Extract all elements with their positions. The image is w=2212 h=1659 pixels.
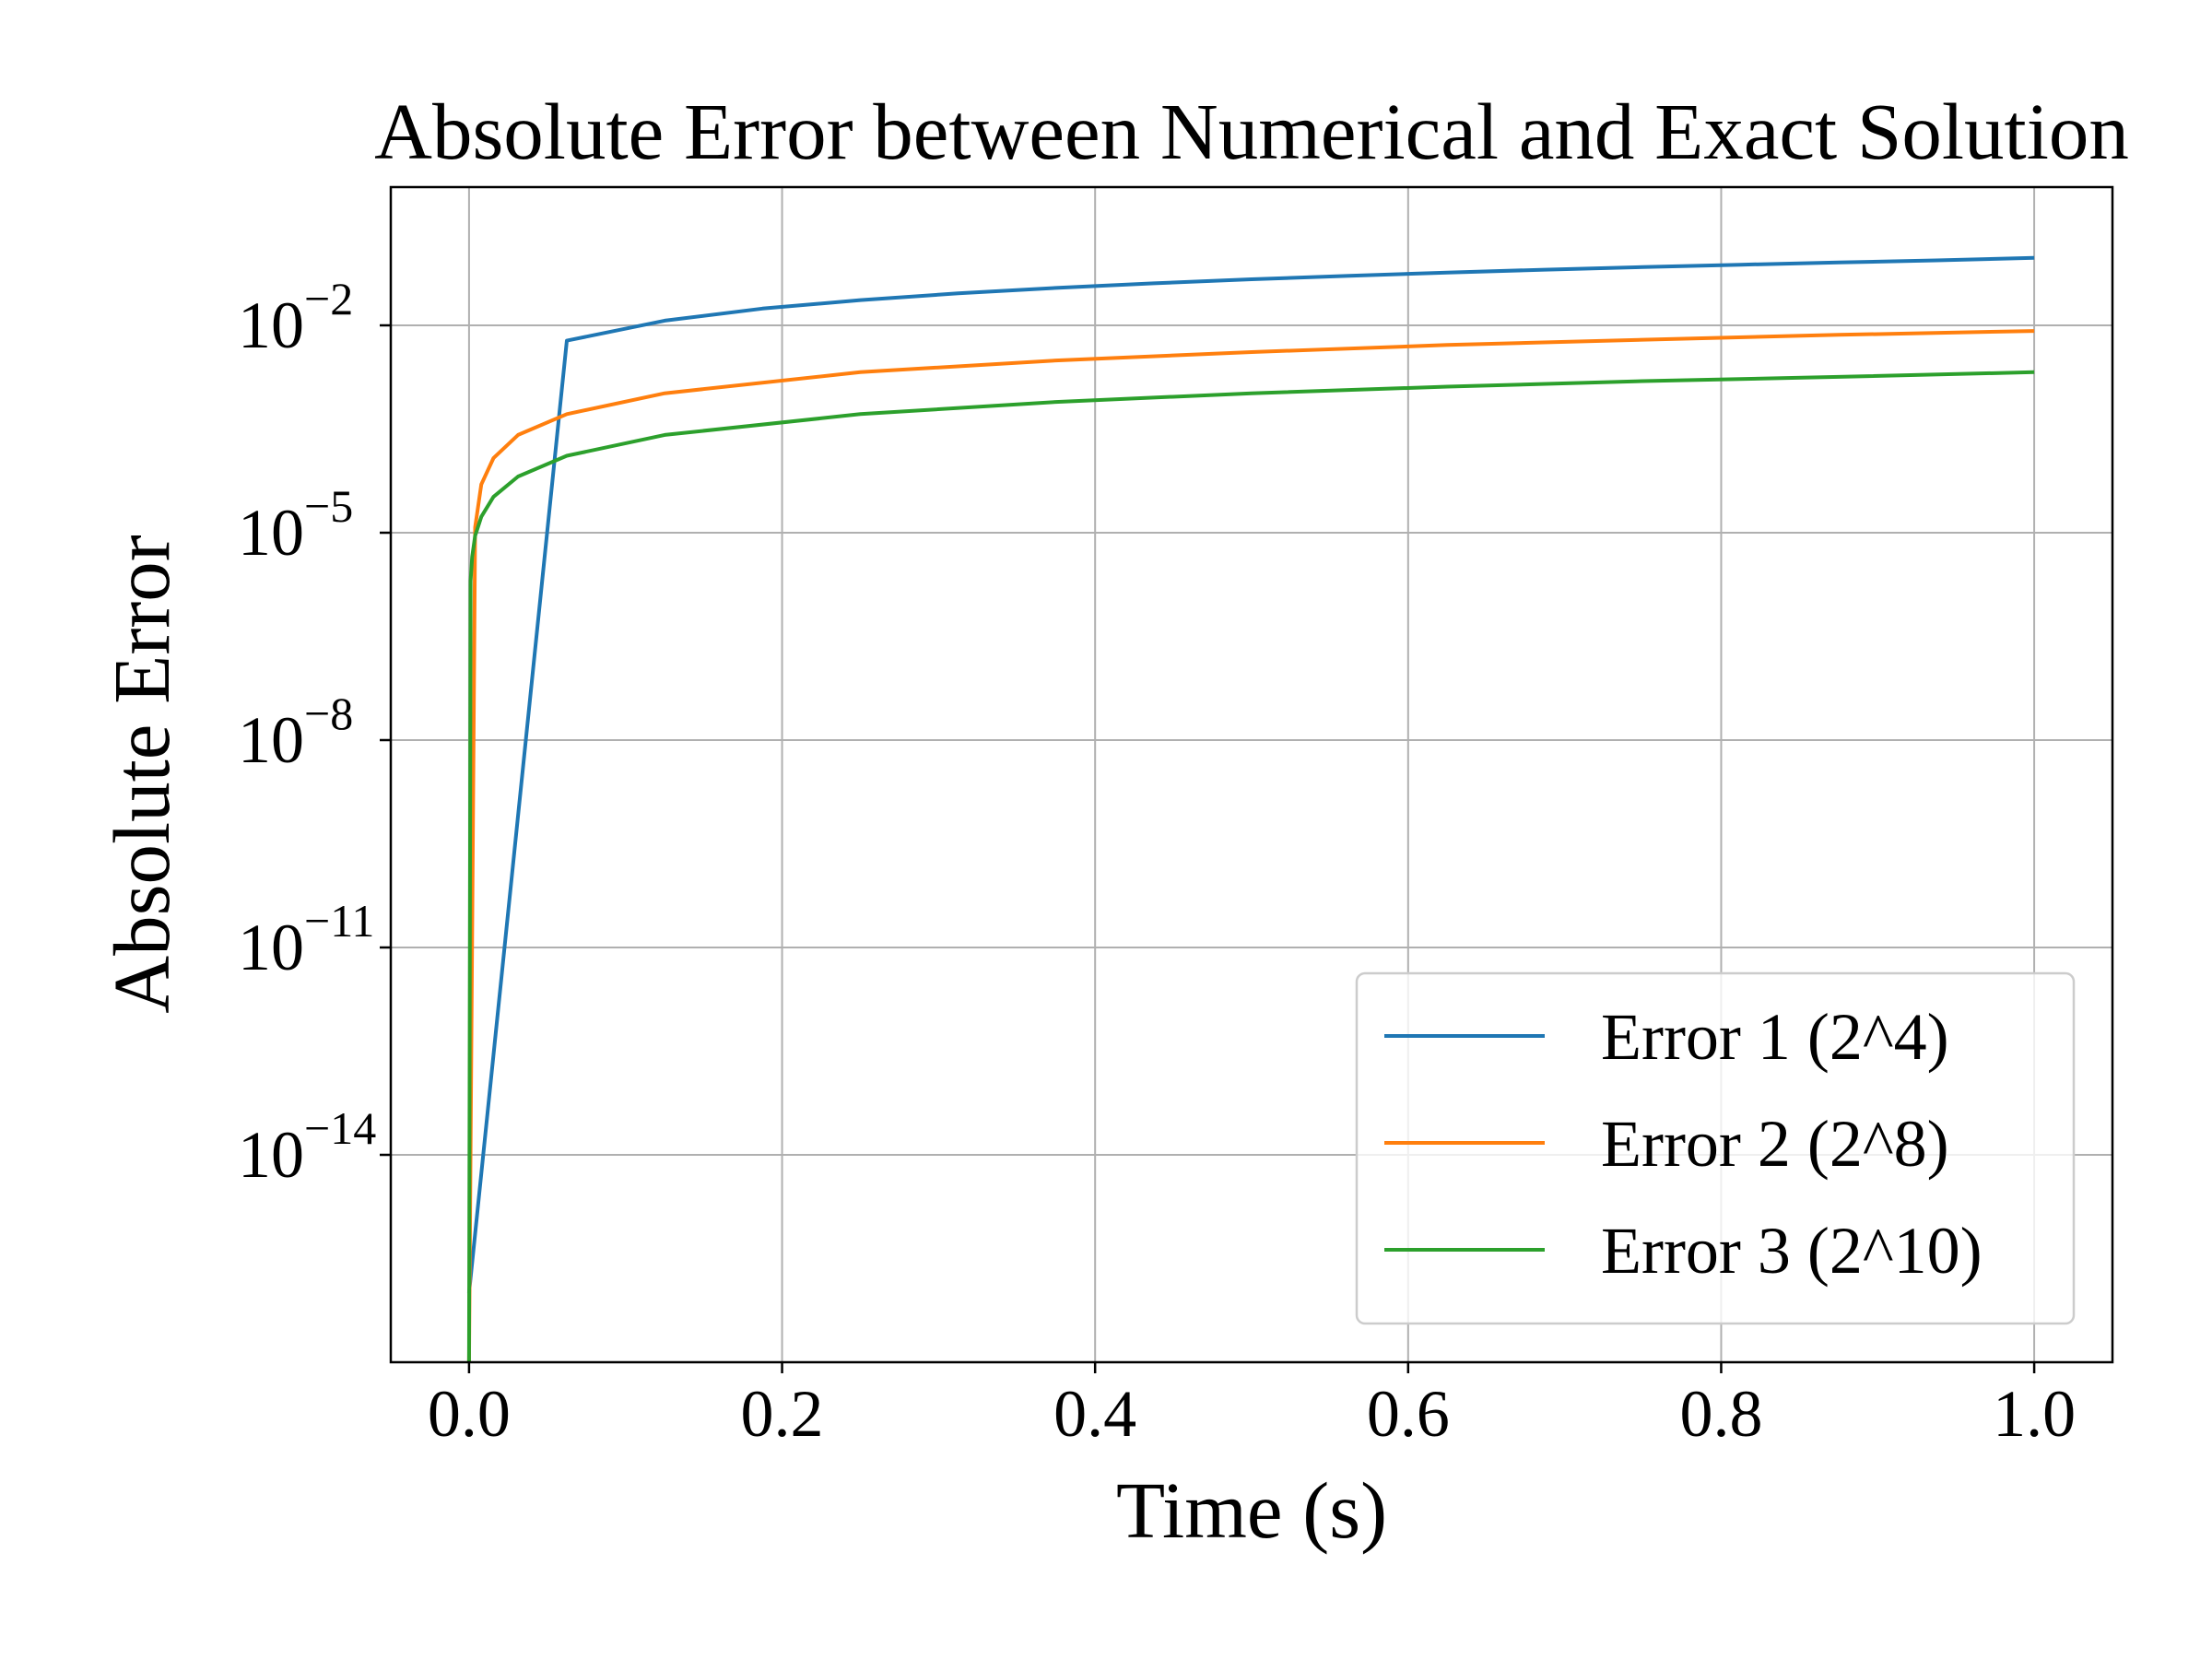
series-line-1 xyxy=(466,255,2035,1294)
legend-label-3: Error 3 (2^10) xyxy=(1601,1214,1983,1288)
x-tick-label: 0.0 xyxy=(428,1377,511,1451)
y-tick-label-base: 10 xyxy=(238,496,304,570)
y-tick-label-exponent: −14 xyxy=(304,1102,376,1154)
y-tick-label-exponent: −2 xyxy=(304,273,353,324)
y-tick-label-base: 10 xyxy=(238,703,304,777)
series-line-2 xyxy=(466,329,2035,1363)
series-lines xyxy=(466,255,2035,1363)
legend-frame xyxy=(1355,971,2076,1325)
y-tick-label-exponent: −11 xyxy=(304,895,374,947)
legend: Error 1 (2^4) Error 2 (2^8) Error 3 (2^10) xyxy=(1355,971,2076,1325)
y-axis-label: Absolute Error xyxy=(97,535,186,1013)
x-tick-label: 0.4 xyxy=(1053,1377,1136,1451)
x-tick-label: 0.6 xyxy=(1367,1377,1450,1451)
legend-label-1: Error 1 (2^4) xyxy=(1601,1000,1949,1074)
y-tick-label-exponent: −5 xyxy=(304,480,353,532)
x-axis: 0.0 0.2 0.4 0.6 0.8 1.0 xyxy=(428,1362,2076,1451)
x-tick-label: 1.0 xyxy=(1993,1377,2076,1451)
series-line-3 xyxy=(466,370,2035,1363)
y-tick-label-exponent: −8 xyxy=(304,688,353,739)
y-tick-label-base: 10 xyxy=(238,288,304,362)
chart-title: Absolute Error between Numerical and Exa… xyxy=(374,87,2129,176)
legend-label-2: Error 2 (2^8) xyxy=(1601,1107,1949,1181)
y-tick-label-base: 10 xyxy=(238,911,304,984)
x-tick-label: 0.2 xyxy=(741,1377,824,1451)
x-axis-label: Time (s) xyxy=(1116,1465,1387,1555)
plot-area-frame xyxy=(389,185,2114,1364)
x-tick-label: 0.8 xyxy=(1679,1377,1762,1451)
y-tick-label-base: 10 xyxy=(238,1118,304,1192)
